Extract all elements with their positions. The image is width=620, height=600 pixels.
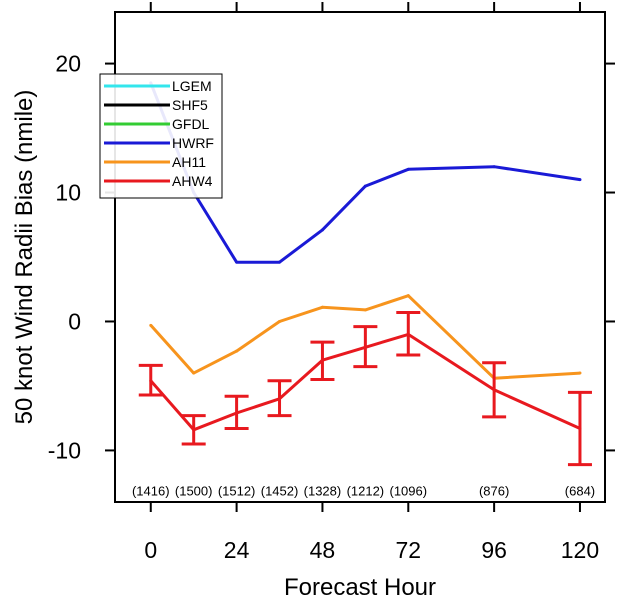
error-bar-ahw4 bbox=[353, 325, 378, 369]
error-bar-ahw4 bbox=[567, 390, 592, 467]
legend-label: GFDL bbox=[172, 116, 210, 132]
legend-entry-hwrf: HWRF bbox=[104, 135, 214, 151]
y-tick-label: -10 bbox=[48, 437, 81, 463]
error-bar-ahw4 bbox=[267, 379, 292, 418]
legend-entry-gfdl: GFDL bbox=[104, 116, 210, 132]
error-bar-ahw4 bbox=[396, 310, 421, 357]
error-bar-ahw4 bbox=[482, 361, 507, 419]
data-point-ah11 bbox=[406, 294, 410, 298]
data-point-hwrf bbox=[278, 260, 282, 264]
axes: 0 24 48 72 96 120 -10 0 10 20 bbox=[48, 2, 615, 563]
data-point-ah11 bbox=[192, 371, 196, 375]
data-point-ah11 bbox=[578, 371, 582, 375]
plot-frame bbox=[114, 11, 606, 503]
y-axis-title: 50 knot Wind Radii Bias (nmile) bbox=[11, 90, 38, 425]
sample-count-label: (1452) bbox=[261, 483, 299, 498]
data-point-hwrf bbox=[492, 165, 496, 169]
error-bar-ahw4 bbox=[138, 363, 163, 397]
legend-entry-lgem: LGEM bbox=[104, 78, 212, 94]
legend-label: LGEM bbox=[172, 78, 212, 94]
data-point-ah11 bbox=[235, 349, 239, 353]
y-tick-label: 0 bbox=[68, 308, 81, 334]
legend-label: HWRF bbox=[172, 135, 214, 151]
data-point-ah11 bbox=[320, 305, 324, 309]
legend-entry-ahw4: AHW4 bbox=[104, 173, 213, 189]
series-layer bbox=[138, 81, 592, 467]
error-bar-ahw4 bbox=[310, 340, 335, 381]
sample-count-label: (1212) bbox=[347, 483, 385, 498]
legend-label: AHW4 bbox=[172, 173, 213, 189]
legend: LGEM SHF5 GFDL HWRF AH11 AHW4 bbox=[99, 73, 223, 199]
sample-count-label: (1096) bbox=[389, 483, 427, 498]
data-point-hwrf bbox=[406, 167, 410, 171]
legend-box bbox=[99, 73, 223, 199]
data-point-ah11 bbox=[363, 308, 367, 312]
data-point-ah11 bbox=[149, 323, 153, 327]
data-point-ah11 bbox=[278, 319, 282, 323]
x-tick-label: 24 bbox=[224, 537, 250, 563]
legend-entry-shf5: SHF5 bbox=[104, 97, 208, 113]
sample-count-label: (1416) bbox=[132, 483, 170, 498]
data-point-hwrf bbox=[363, 184, 367, 188]
sample-count-label: (1328) bbox=[304, 483, 342, 498]
data-point-hwrf bbox=[320, 228, 324, 232]
error-bar-ahw4 bbox=[224, 394, 249, 430]
sample-count-label: (1512) bbox=[218, 483, 256, 498]
legend-entry-ah11: AH11 bbox=[104, 154, 206, 170]
x-axis-title: Forecast Hour bbox=[284, 574, 436, 600]
legend-label: AH11 bbox=[172, 154, 206, 170]
sample-counts: (1416) (1500) (1512) (1452) (1328) (1212) (109… bbox=[132, 483, 595, 498]
error-bar-ahw4 bbox=[181, 414, 206, 446]
x-tick-label: 120 bbox=[561, 537, 599, 563]
data-point-hwrf bbox=[235, 260, 239, 264]
x-tick-label: 0 bbox=[144, 537, 157, 563]
data-point-hwrf bbox=[578, 178, 582, 182]
legend-label: SHF5 bbox=[172, 97, 208, 113]
x-tick-label: 72 bbox=[395, 537, 421, 563]
sample-count-label: (684) bbox=[565, 483, 595, 498]
sample-count-label: (876) bbox=[479, 483, 509, 498]
y-tick-label: 10 bbox=[55, 180, 81, 206]
x-tick-label: 96 bbox=[481, 537, 507, 563]
sample-count-label: (1500) bbox=[175, 483, 213, 498]
y-tick-label: 20 bbox=[55, 51, 81, 77]
x-tick-label: 48 bbox=[310, 537, 336, 563]
